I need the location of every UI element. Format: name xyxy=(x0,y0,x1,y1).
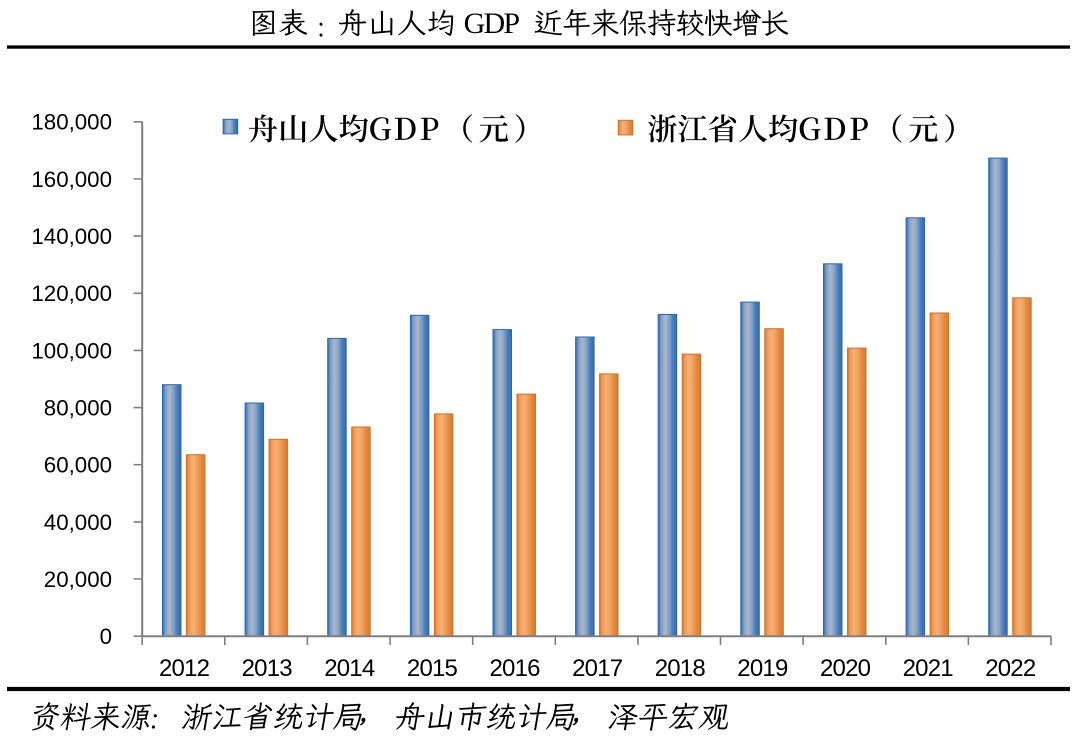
svg-text:2019: 2019 xyxy=(737,655,788,682)
svg-text:2022: 2022 xyxy=(985,655,1036,682)
svg-text:100,000: 100,000 xyxy=(31,338,112,363)
svg-text:GDP: GDP xyxy=(464,7,520,40)
svg-text:2018: 2018 xyxy=(655,655,706,682)
svg-text:60,000: 60,000 xyxy=(44,453,112,478)
svg-text:120,000: 120,000 xyxy=(31,281,112,306)
svg-text:2016: 2016 xyxy=(489,655,540,682)
svg-text:2013: 2013 xyxy=(242,655,293,682)
svg-text:2012: 2012 xyxy=(159,655,210,682)
svg-text:2020: 2020 xyxy=(820,655,871,682)
svg-text:160,000: 160,000 xyxy=(31,167,112,192)
svg-text:40,000: 40,000 xyxy=(44,510,112,535)
svg-text:180,000: 180,000 xyxy=(31,110,112,135)
svg-text:2017: 2017 xyxy=(572,655,623,682)
svg-text:2015: 2015 xyxy=(407,655,458,682)
svg-text:2014: 2014 xyxy=(324,655,375,682)
svg-text:0: 0 xyxy=(100,624,112,649)
svg-text:80,000: 80,000 xyxy=(44,396,112,421)
svg-text:2021: 2021 xyxy=(903,655,954,682)
svg-text:140,000: 140,000 xyxy=(31,224,112,249)
svg-text:20,000: 20,000 xyxy=(44,567,112,592)
